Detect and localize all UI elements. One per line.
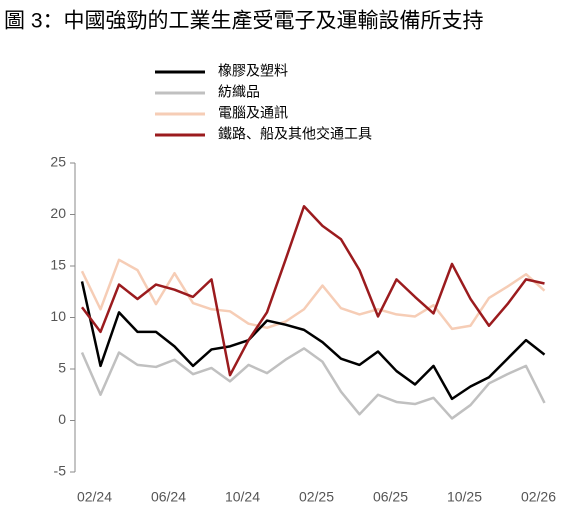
x-tick-label: 02/26 [521, 489, 556, 505]
y-tick-label: 20 [50, 205, 66, 221]
y-tick-label: 0 [58, 411, 66, 427]
x-tick-label: 06/25 [373, 489, 408, 505]
series-line [80, 347, 546, 420]
y-tick-label: 5 [58, 360, 66, 376]
legend-label: 紡織品 [218, 84, 260, 100]
x-tick-label: 06/24 [151, 489, 186, 505]
x-tick-label: 02/24 [77, 489, 112, 505]
legend-label: 電腦及通訊 [218, 105, 288, 121]
x-tick-label: 10/25 [447, 489, 482, 505]
chart-title: 圖 3：中國強勁的工業生產受電子及運輸設備所支持 [4, 10, 484, 33]
x-tick-label: 02/25 [299, 489, 334, 505]
series-line [80, 281, 546, 401]
series-line [80, 258, 546, 331]
y-tick-label: 25 [50, 154, 66, 170]
legend-label: 橡膠及塑料 [218, 63, 288, 79]
legend-label: 鐵路、船及其他交通工具 [218, 126, 372, 142]
series-line [80, 205, 545, 377]
x-tick-label: 10/24 [225, 489, 260, 505]
y-tick-label: -5 [54, 463, 67, 479]
y-tick-label: 10 [50, 308, 66, 324]
y-tick-label: 15 [50, 257, 66, 273]
